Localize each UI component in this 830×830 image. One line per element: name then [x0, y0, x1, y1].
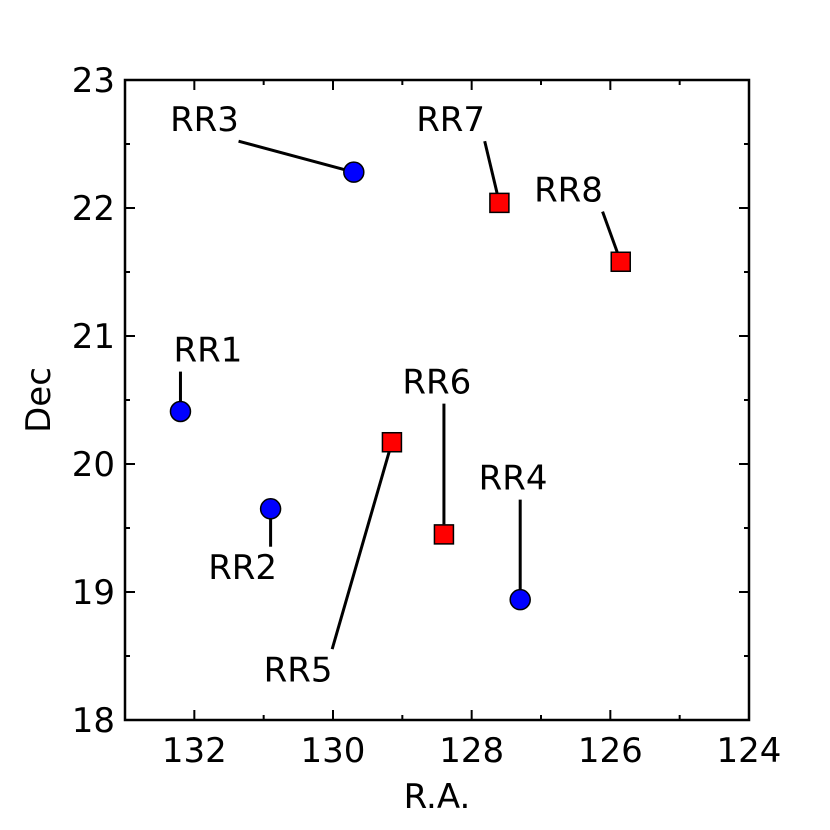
square-point [489, 192, 510, 214]
y-tick-label: 18 [72, 701, 115, 741]
x-tick-label: 124 [717, 731, 782, 771]
circle-point [259, 498, 282, 520]
tick-labels: 132 130 128 126 124 18 19 20 21 22 23 [72, 61, 782, 771]
x-tick-label: 126 [578, 731, 643, 771]
data-points [169, 161, 631, 611]
y-tick-label: 21 [72, 317, 115, 357]
point-label: RR4 [479, 459, 548, 499]
circle-point [509, 588, 531, 611]
plot-frame [123, 78, 751, 722]
x-tick-label: 132 [162, 731, 227, 771]
y-tick-label: 23 [72, 61, 115, 101]
point-label: RR6 [402, 363, 471, 403]
point-label: RR3 [170, 100, 239, 140]
point-label: RR5 [264, 651, 333, 691]
square-point [381, 431, 403, 453]
point-label: RR1 [174, 331, 243, 371]
y-tick-label: 19 [72, 573, 115, 613]
y-axis-label: Dec [19, 367, 59, 433]
point-labels: RR1 RR2 RR3 RR4 RR5 RR6 RR7 RR8 [170, 100, 603, 690]
leader-line [483, 140, 499, 194]
circle-point [343, 161, 365, 183]
leader-line [330, 451, 391, 650]
circle-point [169, 400, 192, 423]
square-point [610, 251, 631, 273]
y-tick-label: 20 [72, 445, 115, 485]
y-tick-label: 22 [72, 189, 115, 229]
annotation-leaders [178, 139, 619, 650]
square-point [433, 524, 455, 545]
x-tick-label: 130 [301, 731, 366, 771]
x-tick-label: 128 [439, 731, 504, 771]
leader-line [601, 211, 619, 253]
point-label: RR2 [208, 548, 277, 588]
leader-line [238, 139, 345, 172]
point-label: RR8 [534, 171, 603, 211]
x-axis-label: R.A. [404, 777, 471, 817]
point-label: RR7 [416, 100, 485, 140]
